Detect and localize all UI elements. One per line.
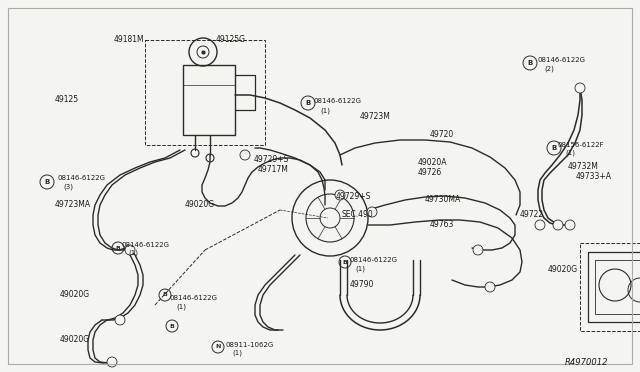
Circle shape (107, 357, 117, 367)
Text: 49732M: 49732M (568, 162, 599, 171)
Text: B: B (552, 145, 557, 151)
Text: 49729+S: 49729+S (336, 192, 371, 201)
Text: 49722: 49722 (520, 210, 544, 219)
Text: 49020A: 49020A (418, 158, 447, 167)
Text: R4970012: R4970012 (565, 358, 609, 367)
Circle shape (485, 282, 495, 292)
Text: 08156-6122F: 08156-6122F (558, 142, 605, 148)
Circle shape (553, 220, 563, 230)
Text: 49726: 49726 (418, 168, 442, 177)
Text: 08146-6122G: 08146-6122G (57, 175, 105, 181)
Text: 08146-6122G: 08146-6122G (122, 242, 170, 248)
Text: 49730MA: 49730MA (425, 195, 461, 204)
Text: B: B (305, 100, 310, 106)
Text: 49720: 49720 (430, 130, 454, 139)
Text: (2): (2) (544, 65, 554, 71)
Text: (1): (1) (320, 107, 330, 113)
Text: 08146-6122G: 08146-6122G (170, 295, 218, 301)
Text: (1): (1) (128, 250, 138, 257)
Text: B: B (116, 246, 120, 250)
Text: 49733+A: 49733+A (576, 172, 612, 181)
Text: B: B (44, 179, 50, 185)
Circle shape (367, 207, 377, 217)
Text: B: B (170, 324, 175, 328)
Text: 49181M: 49181M (113, 35, 144, 44)
Text: (1): (1) (355, 265, 365, 272)
Circle shape (240, 150, 250, 160)
Circle shape (565, 220, 575, 230)
Circle shape (575, 83, 585, 93)
Bar (145, 40, 265, 145)
Circle shape (535, 220, 545, 230)
Text: B: B (163, 292, 168, 298)
Text: 49723MA: 49723MA (55, 200, 91, 209)
Text: 49020G: 49020G (185, 200, 215, 209)
Text: 49717M: 49717M (258, 165, 289, 174)
Bar (595, 260, 640, 314)
Circle shape (115, 315, 125, 325)
Text: 08911-1062G: 08911-1062G (226, 342, 275, 348)
Text: (1): (1) (565, 150, 575, 157)
Text: 08146-6122G: 08146-6122G (350, 257, 398, 263)
Text: 49020G: 49020G (60, 290, 90, 299)
Bar (588, 252, 640, 322)
Text: (1): (1) (232, 350, 242, 356)
Text: 49020G: 49020G (548, 265, 578, 274)
Text: B: B (342, 260, 348, 264)
Text: SEC.490: SEC.490 (342, 210, 374, 219)
Text: 49020G: 49020G (60, 335, 90, 344)
Circle shape (473, 245, 483, 255)
Text: 49723M: 49723M (360, 112, 391, 121)
Text: 49729+S: 49729+S (254, 155, 289, 164)
Text: 08146-6122G: 08146-6122G (538, 57, 586, 63)
Circle shape (125, 245, 135, 255)
Text: 49125: 49125 (55, 95, 79, 104)
Text: (1): (1) (176, 303, 186, 310)
Text: (3): (3) (63, 183, 73, 189)
Bar (580, 243, 640, 331)
Text: 49790: 49790 (350, 280, 374, 289)
Bar (183, 65, 235, 135)
Text: 49763: 49763 (430, 220, 454, 229)
Text: 08146-6122G: 08146-6122G (314, 98, 362, 104)
Circle shape (335, 190, 345, 200)
Text: 49125G: 49125G (216, 35, 246, 44)
Text: B: B (527, 60, 532, 66)
Text: N: N (215, 344, 221, 350)
